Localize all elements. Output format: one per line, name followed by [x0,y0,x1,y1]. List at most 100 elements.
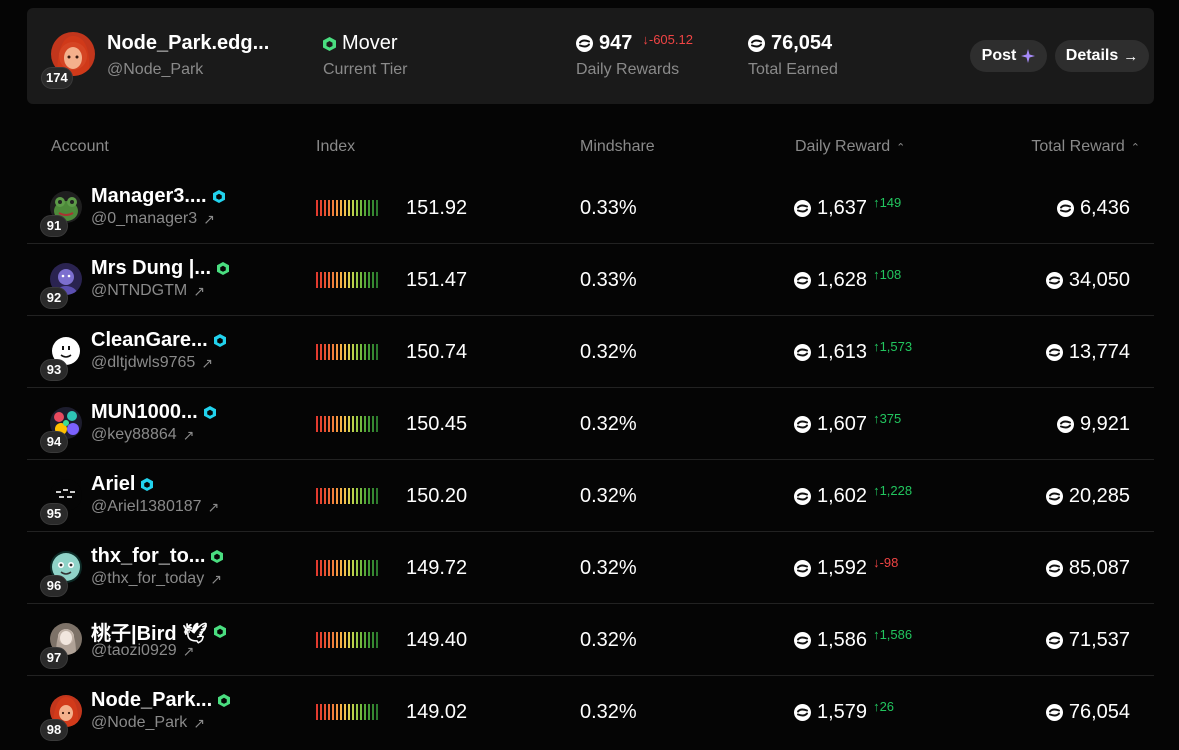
index-bar-segment [352,200,354,216]
coin-icon [1045,560,1063,577]
table-row[interactable]: 95 Ariel @Ariel1380187 ↗ 150.20 0.32% 1,602 ↑1,… [27,460,1154,532]
index-bar-segment [328,560,330,576]
daily-reward-value: 1,628 [817,269,868,291]
index-value: 150.45 [406,413,468,435]
external-link-icon[interactable]: ↗ [182,642,195,659]
account-handle[interactable]: @NTNDGTM ↗ [91,282,205,300]
column-header-total-reward[interactable]: Total Reward ⌃ [1031,138,1140,156]
external-link-icon[interactable]: ↗ [203,210,215,227]
sort-icon[interactable]: ⌃ [896,141,906,154]
index-bar-segment [344,200,346,216]
index-bar-segment [324,632,326,648]
account-name[interactable]: MUN1000... [91,401,216,424]
account-name[interactable]: 桃子|Bird 🕊 [91,617,226,646]
sort-icon[interactable]: ⌃ [1130,141,1140,154]
index-bar-segment [328,488,330,504]
profile-handle[interactable]: @Node_Park [107,61,204,78]
index-bar-segment [360,704,362,720]
index-bar-segment [356,632,358,648]
coin-icon [794,632,811,649]
index-bar-segment [368,632,370,648]
rank-badge: 97 [40,647,68,669]
daily-reward-value: 1,586 [817,629,868,651]
coin-icon [748,35,765,52]
table-row[interactable]: 98 Node_Park... @Node_Park ↗ 149.02 0.32% 1,57… [27,676,1154,748]
daily-reward-delta: ↑1,573 [873,339,913,354]
account-handle[interactable]: @taozi0929 ↗ [91,642,194,660]
index-value: 150.74 [406,341,468,363]
index-bar-segment [336,344,338,360]
external-link-icon[interactable]: ↗ [210,570,222,587]
external-link-icon[interactable]: ↗ [201,354,214,371]
details-button-label: Details [1065,47,1119,64]
account-handle[interactable]: @dltjdwls9765 ↗ [91,354,213,372]
mindshare-value: 0.32% [580,341,637,363]
index-bar-segment [356,416,358,432]
table-row[interactable]: 92 Mrs Dung |... @NTNDGTM ↗ 151.47 0.33% 1,628… [27,244,1154,316]
daily-rewards-delta: ↓-605.12 [642,32,693,47]
index-bar [316,560,378,576]
index-bar-segment [336,704,338,720]
total-reward-value: 71,537 [1068,629,1130,651]
total-reward-value: 9,921 [1079,413,1130,435]
daily-reward-delta: ↑1,228 [873,483,913,498]
total-reward: 71,537 [1045,629,1130,652]
table-row[interactable]: 97 桃子|Bird 🕊 @taozi0929 ↗ 149.40 0.32% 1,586 ↑1… [27,604,1154,676]
daily-reward-value: 1,613 [817,341,868,363]
account-name[interactable]: Manager3.... [91,185,225,208]
verified-badge-icon [212,190,225,203]
table-row[interactable]: 93 CleanGare... @dltjdwls9765 ↗ 150.74 0.32% 1… [27,316,1154,388]
index-bar-segment [348,272,350,288]
index-bar-segment [316,344,318,360]
index-bar-segment [336,560,338,576]
index-bar-segment [336,632,338,648]
account-handle[interactable]: @0_manager3 ↗ [91,210,215,228]
index-bar [316,344,378,360]
coin-icon [794,488,811,505]
external-link-icon[interactable]: ↗ [193,714,206,731]
mindshare-value: 0.33% [580,269,637,291]
total-reward: 76,054 [1045,701,1130,724]
index-bar-segment [368,200,370,216]
index-bar-segment [320,560,322,576]
account-name[interactable]: Ariel [91,473,154,496]
account-handle[interactable]: @key88864 ↗ [91,426,194,444]
account-handle[interactable]: @Node_Park ↗ [91,714,205,732]
index-bar-segment [316,704,318,720]
index-bar-segment [372,344,374,360]
account-name[interactable]: thx_for_to... [91,545,224,568]
post-button[interactable]: Post [970,40,1047,72]
column-header-daily-reward[interactable]: Daily Reward ⌃ [795,138,905,156]
profile-name[interactable]: Node_Park.edg... [107,32,270,54]
account-name[interactable]: Node_Park... [91,689,231,712]
account-handle[interactable]: @thx_for_today ↗ [91,570,222,588]
daily-reward-value: 1,579 [817,701,868,723]
table-row[interactable]: 91 Manager3.... @0_manager3 ↗ 151.92 0.33% 1,6… [27,172,1154,244]
index-bar-segment [328,272,330,288]
avatar[interactable] [50,335,82,367]
avatar[interactable] [50,551,82,583]
index-value: 150.20 [406,485,468,507]
column-header-account: Account [51,138,109,156]
index-bar-segment [356,704,358,720]
account-name[interactable]: CleanGare... [91,329,226,352]
account-handle[interactable]: @Ariel1380187 ↗ [91,498,219,516]
table-row[interactable]: 94 MUN1000... @key88864 ↗ 150.45 0.32% 1,607 ↑3… [27,388,1154,460]
external-link-icon[interactable]: ↗ [193,282,205,299]
daily-reward-delta: ↑375 [873,411,902,426]
post-button-label: Post [981,47,1017,64]
coin-icon [794,704,811,721]
index-bar-segment [364,704,366,720]
index-bar-segment [364,416,366,432]
external-link-icon[interactable]: ↗ [182,426,195,443]
total-reward-value: 76,054 [1068,701,1130,723]
account-name[interactable]: Mrs Dung |... [91,257,230,280]
daily-reward-delta: ↑149 [873,195,902,210]
coin-icon [794,416,811,433]
index-bar-segment [372,560,374,576]
index-bar-segment [352,272,354,288]
external-link-icon[interactable]: ↗ [207,498,220,515]
daily-reward: 1,607 ↑375 [794,411,902,436]
table-row[interactable]: 96 thx_for_to... @thx_for_today ↗ 149.72 0.32… [27,532,1154,604]
details-button[interactable]: Details → [1055,40,1149,72]
